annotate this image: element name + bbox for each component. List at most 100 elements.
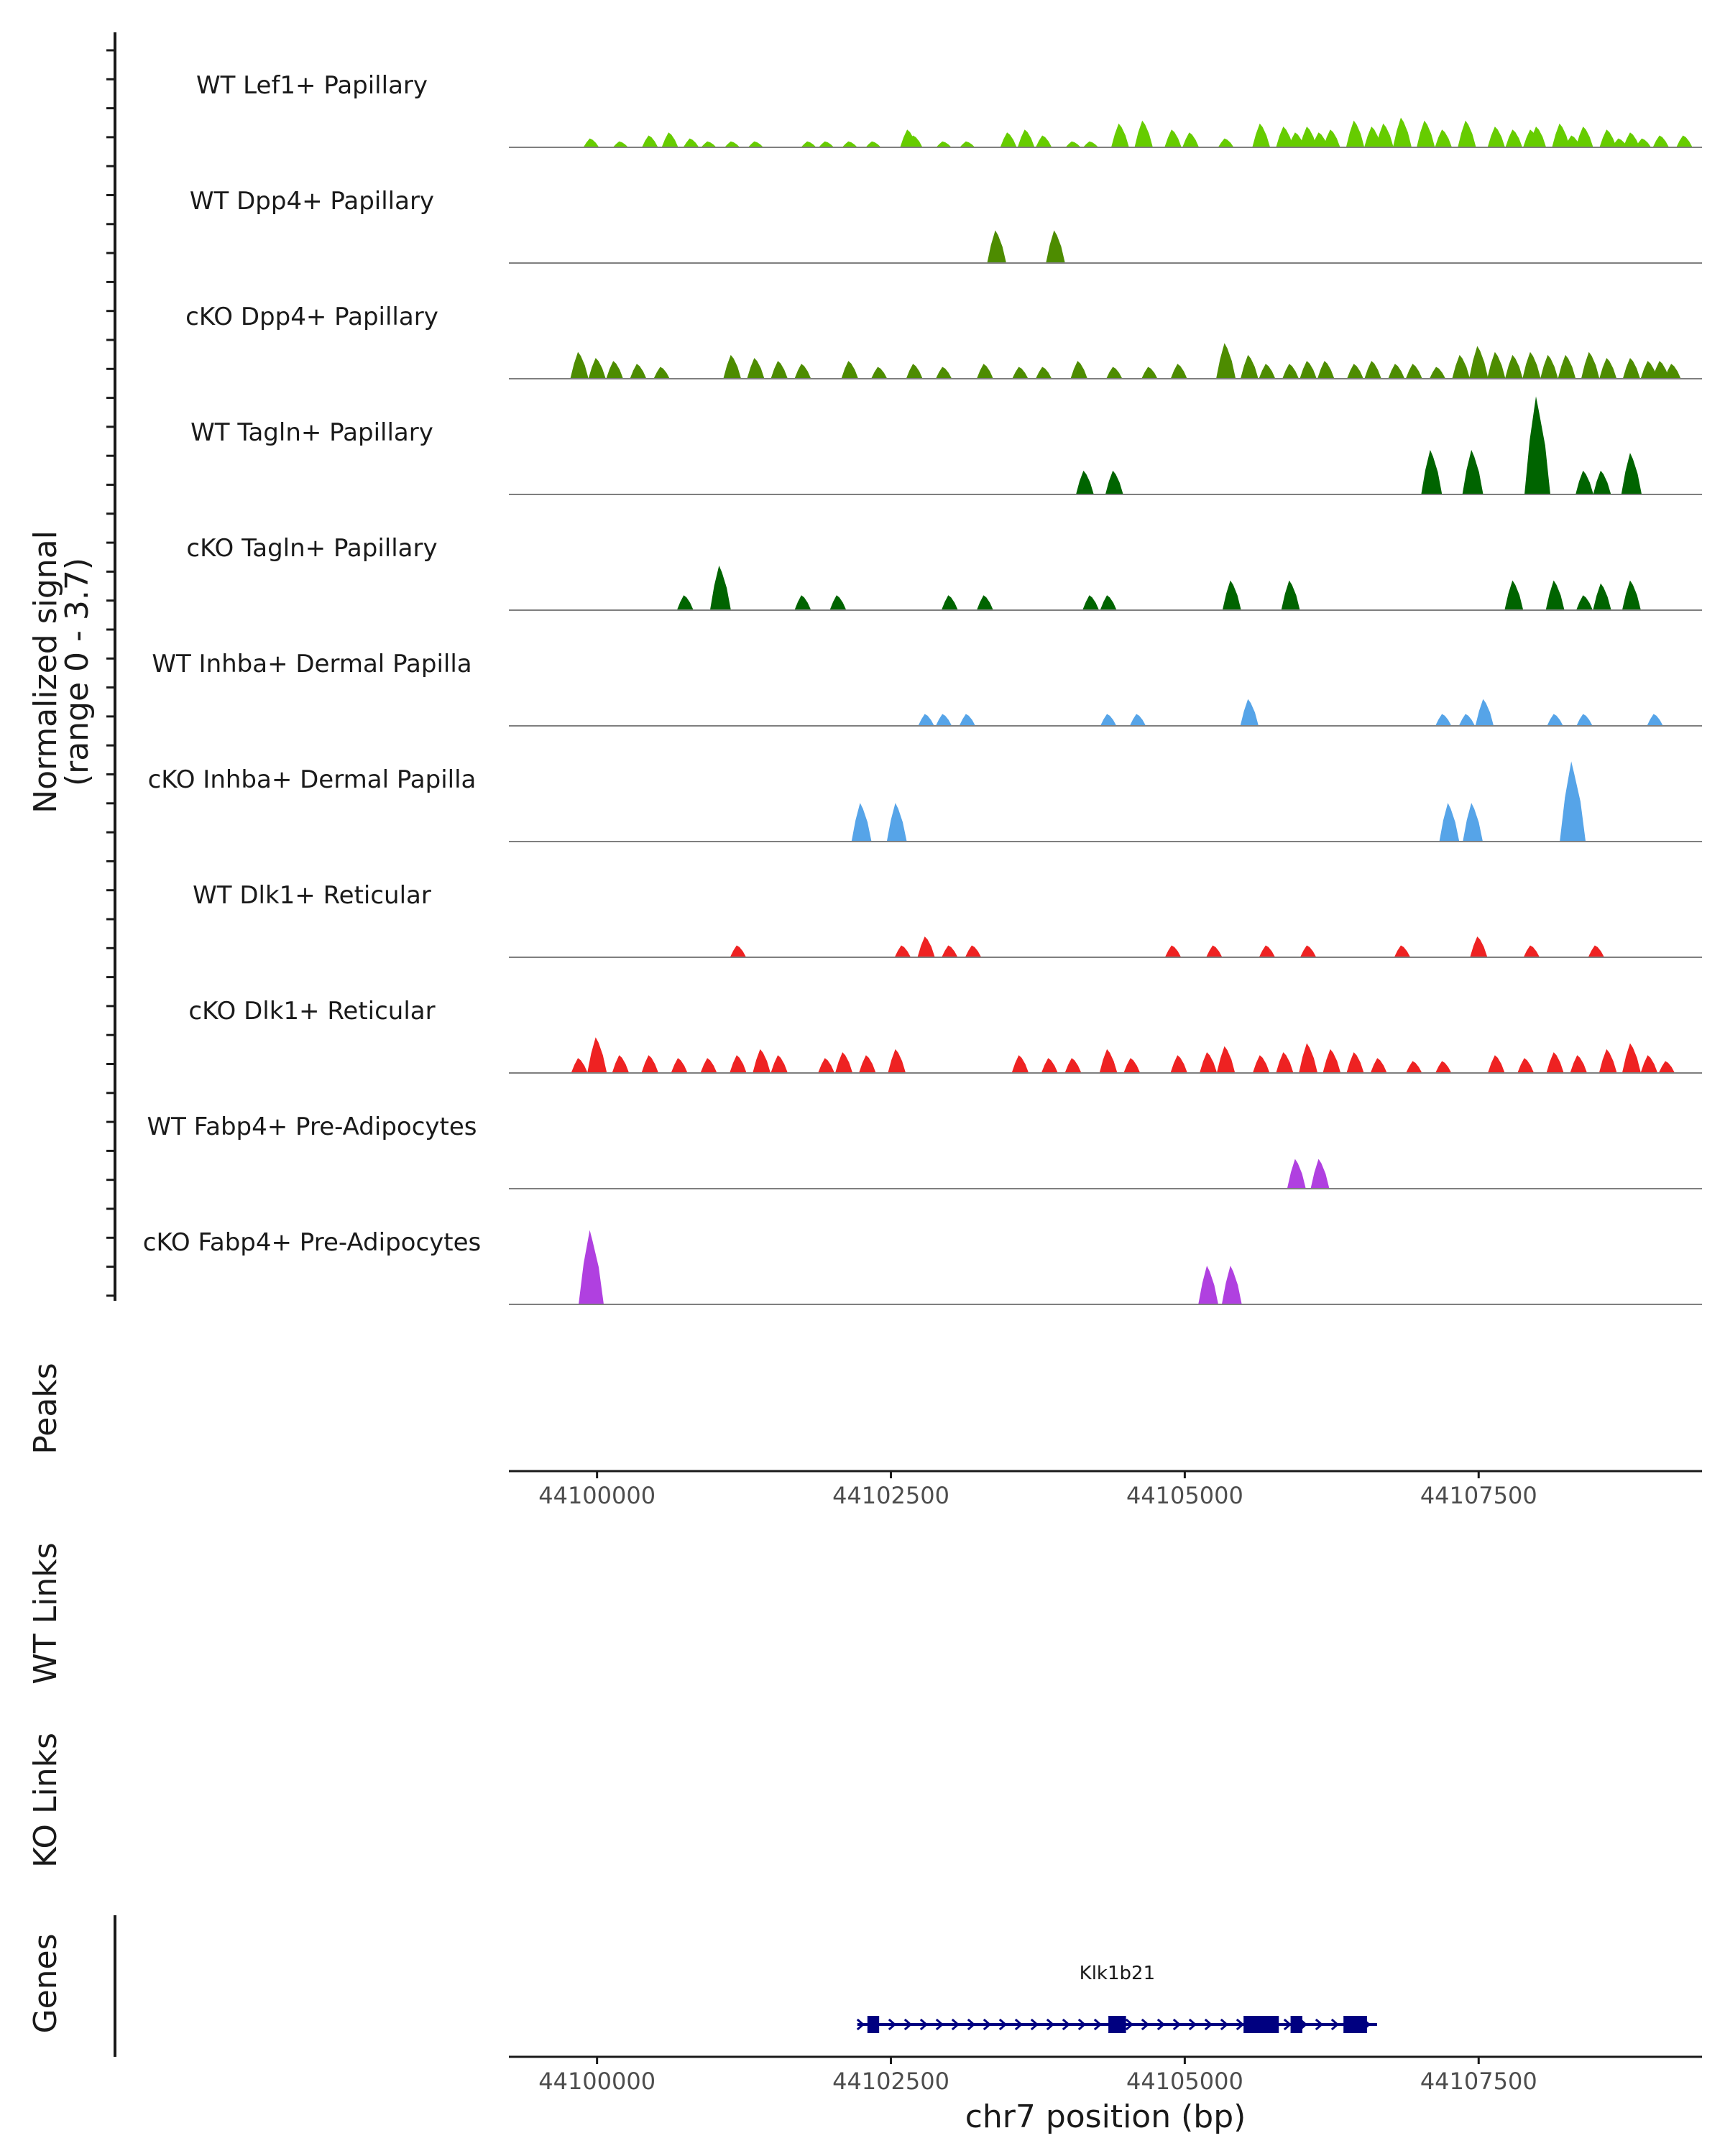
gene-exon	[867, 2016, 880, 2033]
signal-peak	[1099, 1049, 1118, 1073]
signal-peak	[1216, 1046, 1236, 1073]
signal-peak	[1134, 120, 1153, 147]
signal-peak	[612, 141, 628, 147]
signal-peak	[794, 364, 811, 379]
signal-peak	[1576, 126, 1593, 147]
signal-peak	[1570, 1055, 1588, 1073]
signal-peak	[1588, 945, 1604, 957]
strand-arrow	[935, 2018, 944, 2031]
signal-peak	[1439, 803, 1460, 842]
signal-peak	[1222, 580, 1241, 610]
signal-peak	[1312, 132, 1328, 147]
signal-peak	[1164, 945, 1182, 957]
signal-peak	[1552, 123, 1570, 147]
signal-peak	[747, 358, 765, 379]
signal-peak	[1083, 141, 1099, 147]
signal-peak	[1598, 1049, 1617, 1073]
strand-arrow	[919, 2018, 929, 2031]
signal-peak	[753, 1049, 770, 1073]
signal-peak	[1346, 1052, 1364, 1073]
signal-peak	[829, 595, 847, 610]
signal-peak	[676, 595, 694, 610]
signal-peak	[1310, 1158, 1330, 1189]
track-10: cKO Fabp4+ Pre-Adipocytes	[143, 1228, 1702, 1305]
signal-peak	[1240, 354, 1259, 379]
signal-peak	[1452, 354, 1471, 379]
track-3: WT Tagln+ Papillary	[190, 396, 1702, 495]
strand-arrow	[1188, 2018, 1197, 2031]
signal-peak	[1545, 580, 1565, 610]
signal-peak	[1105, 470, 1123, 494]
signal-peak	[1012, 367, 1029, 379]
signal-peak	[724, 141, 740, 147]
signal-peak	[1621, 453, 1642, 494]
signal-peak	[730, 945, 747, 957]
signal-peak	[1347, 364, 1363, 379]
signal-peak	[1282, 364, 1300, 379]
x-tick-label: 44105000	[1126, 2068, 1243, 2095]
signal-peak	[1076, 470, 1094, 494]
gene-exon	[1243, 2016, 1279, 2033]
track-label: WT Dlk1+ Reticular	[193, 881, 431, 910]
track-label: cKO Tagln+ Papillary	[186, 534, 437, 563]
signal-peak	[1100, 595, 1117, 610]
track-label: WT Lef1+ Papillary	[196, 71, 428, 100]
signal-peak	[671, 1058, 688, 1073]
track-label: WT Fabp4+ Pre-Adipocytes	[147, 1112, 477, 1141]
signal-peak	[1141, 367, 1158, 379]
signal-peak	[1123, 1058, 1141, 1073]
signal-peak	[1216, 343, 1236, 379]
signal-peak	[987, 230, 1006, 263]
signal-peak	[701, 141, 717, 147]
signal-peak	[1182, 132, 1200, 147]
signal-peak	[588, 358, 606, 379]
signal-peak	[819, 141, 834, 147]
signal-peak	[1593, 583, 1611, 610]
signal-peak	[960, 141, 975, 147]
signal-peak	[1300, 126, 1317, 147]
track-label: WT Inhba+ Dermal Papilla	[152, 650, 472, 678]
strand-arrow	[1172, 2018, 1182, 2031]
signal-peak	[894, 945, 911, 957]
track-1: WT Dpp4+ Papillary	[190, 187, 1702, 264]
strand-arrow	[1220, 2018, 1229, 2031]
strand-arrow	[1077, 2018, 1087, 2031]
signal-peak	[1435, 714, 1452, 726]
signal-peak	[579, 1230, 604, 1304]
signal-peak	[1470, 936, 1488, 957]
signal-tracks: WT Lef1+ Papillary WT Dpp4+ Papillary cKO …	[143, 71, 1702, 1305]
wt-links-label: WT Links	[27, 1542, 64, 1684]
signal-peak	[871, 367, 888, 379]
signal-peak	[1546, 1052, 1564, 1073]
signal-peak	[1317, 361, 1335, 379]
signal-peak	[1065, 141, 1081, 147]
signal-peak	[641, 1055, 659, 1073]
signal-peak	[1323, 129, 1340, 147]
signal-peak	[1429, 367, 1446, 379]
signal-peak	[1504, 354, 1523, 379]
track-6: cKO Inhba+ Dermal Papilla	[148, 761, 1702, 842]
track-0: WT Lef1+ Papillary	[196, 71, 1702, 148]
signal-peak	[1364, 361, 1381, 379]
signal-peak	[1322, 1049, 1341, 1073]
track-2: cKO Dpp4+ Papillary	[185, 303, 1702, 379]
track-label: cKO Dpp4+ Papillary	[185, 303, 438, 331]
signal-peak	[1252, 1055, 1270, 1073]
signal-peak	[1547, 714, 1563, 726]
strand-arrow	[903, 2018, 913, 2031]
signal-peak	[1524, 396, 1550, 494]
signal-peak	[1376, 123, 1394, 147]
genes-x-ticks: 44100000 44102500 44105000 44107500	[538, 2057, 1537, 2095]
gene-exon	[1343, 2016, 1367, 2033]
signal-peak	[683, 138, 699, 147]
ko-links-label: KO Links	[27, 1733, 64, 1868]
track-7: WT Dlk1+ Reticular	[193, 881, 1702, 958]
signal-peak	[1129, 714, 1146, 726]
signal-peak	[1164, 129, 1182, 147]
signal-peak	[1276, 126, 1294, 147]
signal-peak	[630, 364, 647, 379]
strand-arrow	[1046, 2018, 1055, 2031]
x-axis-title: chr7 position (bp)	[965, 2099, 1246, 2135]
signal-peak	[794, 595, 811, 610]
signal-peak	[935, 367, 952, 379]
